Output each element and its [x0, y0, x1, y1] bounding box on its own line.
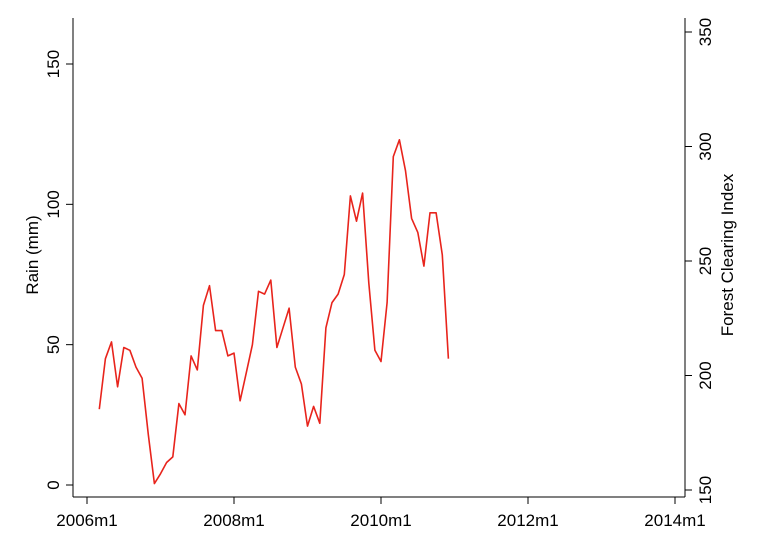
x-tick-label: 2014m1 [644, 511, 705, 530]
left-y-axis-ticks: 0 50 100 150 [44, 50, 73, 490]
left-y-tick-label: 0 [44, 480, 63, 489]
series-group [98, 139, 450, 485]
left-y-tick-label: 50 [44, 335, 63, 354]
x-tick-label: 2010m1 [350, 511, 411, 530]
right-y-axis-ticks: 150 200 250 300 350 [685, 18, 715, 504]
right-y-axis-title: Forest Clearing Index [718, 173, 737, 336]
right-y-tick-label: 300 [696, 132, 715, 160]
right-y-tick-label: 150 [696, 476, 715, 504]
left-y-tick-label: 100 [44, 190, 63, 218]
x-tick-label: 2008m1 [203, 511, 264, 530]
rain-series-line [98, 139, 450, 485]
x-axis-ticks: 2006m1 2008m1 2010m1 2012m1 2014m1 [56, 497, 706, 530]
left-y-tick-label: 150 [44, 50, 63, 78]
right-y-tick-label: 350 [696, 18, 715, 46]
x-tick-label: 2006m1 [56, 511, 117, 530]
left-y-axis-title: Rain (mm) [23, 215, 42, 294]
right-y-tick-label: 250 [696, 247, 715, 275]
x-tick-label: 2012m1 [497, 511, 558, 530]
right-y-tick-label: 200 [696, 361, 715, 389]
